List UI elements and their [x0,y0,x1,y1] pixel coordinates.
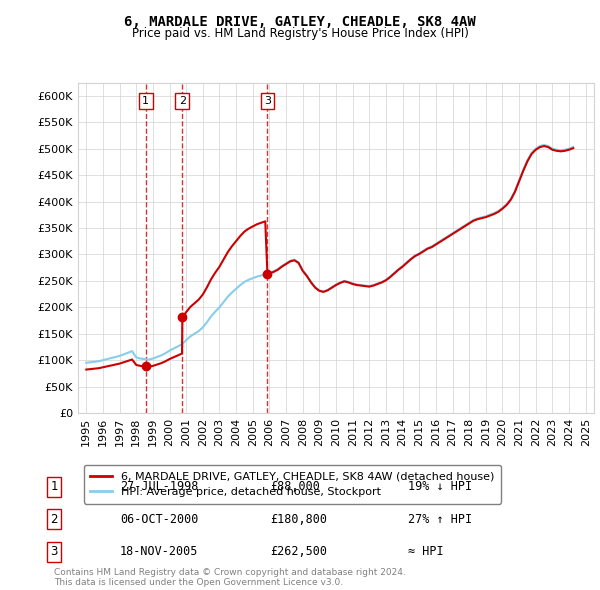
Text: 19% ↓ HPI: 19% ↓ HPI [408,480,472,493]
Text: 2: 2 [50,513,58,526]
Text: ≈ HPI: ≈ HPI [408,545,443,558]
Text: 6, MARDALE DRIVE, GATLEY, CHEADLE, SK8 4AW: 6, MARDALE DRIVE, GATLEY, CHEADLE, SK8 4… [124,15,476,29]
Legend: 6, MARDALE DRIVE, GATLEY, CHEADLE, SK8 4AW (detached house), HPI: Average price,: 6, MARDALE DRIVE, GATLEY, CHEADLE, SK8 4… [83,465,502,504]
Text: 2: 2 [179,96,186,106]
Text: Price paid vs. HM Land Registry's House Price Index (HPI): Price paid vs. HM Land Registry's House … [131,27,469,40]
Text: 27% ↑ HPI: 27% ↑ HPI [408,513,472,526]
Text: £88,000: £88,000 [270,480,320,493]
Text: 3: 3 [50,545,58,558]
Text: Contains HM Land Registry data © Crown copyright and database right 2024.
This d: Contains HM Land Registry data © Crown c… [54,568,406,587]
Text: 06-OCT-2000: 06-OCT-2000 [120,513,199,526]
Text: 3: 3 [264,96,271,106]
Text: £262,500: £262,500 [270,545,327,558]
Text: 1: 1 [50,480,58,493]
Text: 1: 1 [142,96,149,106]
Text: £180,800: £180,800 [270,513,327,526]
Text: 27-JUL-1998: 27-JUL-1998 [120,480,199,493]
Text: 18-NOV-2005: 18-NOV-2005 [120,545,199,558]
